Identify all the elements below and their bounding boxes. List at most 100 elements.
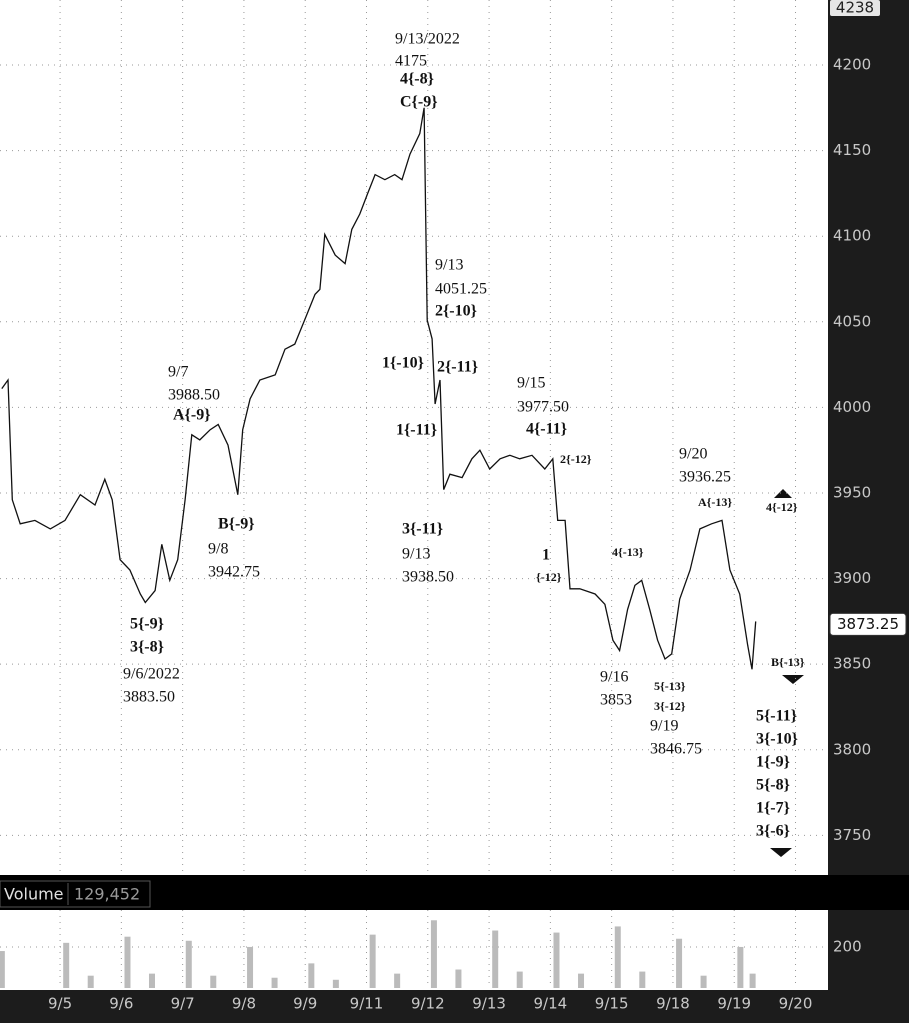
y-tick-label: 3750 — [833, 826, 871, 844]
volume-axis — [828, 910, 909, 990]
annotation: 4{-11} — [526, 421, 567, 438]
y-tick-label: 4100 — [833, 227, 871, 245]
volume-bar — [430, 920, 437, 988]
top-price: 4238 — [836, 0, 874, 17]
annotation: 3853 — [600, 692, 632, 709]
x-tick-label: 9/19 — [717, 995, 751, 1013]
triangle-up — [774, 489, 792, 498]
y-tick-label: 3900 — [833, 569, 871, 587]
annotation: 3{-10} — [756, 731, 798, 748]
annotation: 3988.50 — [168, 387, 220, 404]
volume-bar — [87, 975, 94, 988]
annotation: 9/20 — [679, 446, 707, 463]
annotation: 3{-11} — [402, 521, 443, 538]
volume-bar — [210, 975, 217, 988]
annotation: 5{-13} — [654, 679, 686, 693]
triangle-down — [782, 675, 804, 684]
volume-header — [0, 875, 909, 910]
annotation: 9/13 — [435, 257, 463, 274]
volume-bar — [247, 946, 254, 988]
volume-bar — [700, 975, 707, 988]
annotation: 4{-13} — [612, 545, 644, 559]
annotation: 3938.50 — [402, 569, 454, 586]
annotation: 9/7 — [168, 364, 188, 381]
volume-bar — [185, 940, 192, 988]
annotation: 3{-6} — [756, 823, 790, 840]
volume-label: Volume — [4, 885, 64, 904]
y-tick-label: 200 — [833, 937, 862, 955]
x-tick-label: 9/5 — [48, 995, 72, 1013]
annotation: 4175 — [395, 53, 427, 70]
y-tick-label: 3850 — [833, 655, 871, 673]
volume-bar — [737, 946, 744, 988]
price-line — [1, 107, 757, 670]
volume-bar — [492, 930, 499, 988]
annotation: A{-13} — [698, 495, 732, 509]
volume-last: 129,452 — [74, 885, 140, 904]
annotation: 9/13/2022 — [395, 31, 460, 48]
volume-bar — [516, 971, 523, 988]
volume-bar — [614, 926, 621, 988]
volume-bar — [148, 973, 155, 988]
volume-bar — [271, 977, 278, 988]
last-price: 3873.25 — [837, 615, 899, 633]
triangle-down — [770, 848, 792, 857]
annotation: 9/16 — [600, 669, 628, 686]
x-tick-label: 9/7 — [171, 995, 195, 1013]
annotation: 5{-8} — [756, 777, 790, 794]
volume-bar — [0, 951, 5, 988]
y-tick-label: 4000 — [833, 398, 871, 416]
annotation: 9/15 — [517, 375, 545, 392]
volume-bar — [676, 938, 683, 988]
x-tick-label: 9/6 — [109, 995, 133, 1013]
y-tick-label: 4200 — [833, 56, 871, 74]
annotation: 9/6/2022 — [123, 666, 180, 683]
annotation: B{-13} — [771, 655, 805, 669]
annotation: 3{-12} — [654, 699, 686, 713]
annotation: 2{-10} — [435, 303, 477, 320]
annotation: 9/8 — [208, 541, 228, 558]
volume-pane — [0, 910, 828, 990]
annotation: C{-9} — [400, 94, 438, 111]
y-tick-label: 4150 — [833, 141, 871, 159]
annotation: 1{-11} — [396, 422, 437, 439]
annotation: 3883.50 — [123, 689, 175, 706]
x-tick-label: 9/8 — [232, 995, 256, 1013]
annotation: A{-9} — [173, 407, 211, 424]
volume-bar — [124, 936, 131, 988]
x-tick-label: 9/13 — [472, 995, 506, 1013]
x-tick-label: 9/18 — [656, 995, 690, 1013]
annotation: 1{-7} — [756, 800, 790, 817]
x-tick-label: 9/15 — [595, 995, 629, 1013]
x-tick-label: 9/12 — [411, 995, 445, 1013]
y-tick-label: 3950 — [833, 483, 871, 501]
annotation: 9/13 — [402, 546, 430, 563]
volume-bar — [369, 934, 376, 988]
x-tick-label: 9/14 — [534, 995, 568, 1013]
annotation: 3942.75 — [208, 564, 260, 581]
x-tick-label: 9/20 — [779, 995, 813, 1013]
annotation: 4{-8} — [400, 71, 434, 88]
annotation: 3977.50 — [517, 399, 569, 416]
annotation: 1 — [542, 547, 550, 564]
annotation: 5{-11} — [756, 708, 797, 725]
volume-bar — [749, 973, 756, 988]
annotation: {-12} — [536, 570, 562, 584]
volume-bar — [308, 963, 315, 988]
annotation: 9/19 — [650, 718, 678, 735]
y-tick-label: 3800 — [833, 740, 871, 758]
annotation: 3{-8} — [130, 639, 164, 656]
volume-bar — [63, 942, 70, 988]
annotation: 3936.25 — [679, 469, 731, 486]
x-tick-label: 9/11 — [350, 995, 384, 1013]
volume-bar — [455, 969, 462, 988]
time-axis — [0, 990, 909, 1023]
annotation: 2{-12} — [560, 452, 592, 466]
price-axis — [828, 0, 909, 875]
x-tick-label: 9/9 — [293, 995, 317, 1013]
annotation: 3846.75 — [650, 741, 702, 758]
annotation: 2{-11} — [437, 359, 478, 376]
top-price-box — [830, 0, 880, 16]
annotation: B{-9} — [218, 516, 255, 533]
